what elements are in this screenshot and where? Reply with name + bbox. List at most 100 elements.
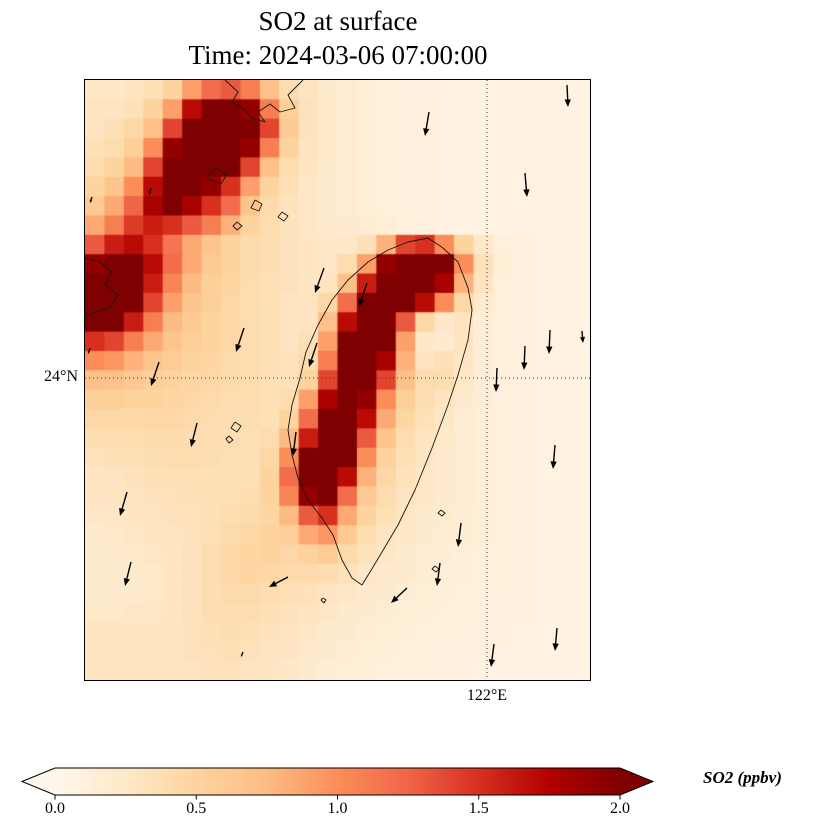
coastline <box>225 435 234 444</box>
wind-arrow <box>150 361 160 386</box>
colorbar-title: SO2 (ppbv) <box>703 768 782 787</box>
wind-arrow <box>579 330 586 343</box>
wind-arrow-head <box>564 99 571 107</box>
colorbar-tick-label: 1.5 <box>468 800 489 817</box>
map-overlay <box>85 80 590 680</box>
so2-heatmap-canvas <box>85 80 590 680</box>
wind-arrow <box>550 444 557 469</box>
wind-arrow-head <box>434 578 442 586</box>
wind-arrow-shaft <box>88 347 91 352</box>
wind-arrow <box>269 576 289 587</box>
wind-arrow-shaft <box>360 282 368 301</box>
wind-arrow <box>391 587 408 603</box>
wind-arrow <box>434 562 442 586</box>
wind-arrow-shaft <box>395 587 408 599</box>
coastline <box>224 80 304 123</box>
chart-subtitle: Time: 2024-03-06 07:00:00 <box>188 40 488 70</box>
wind-arrow-head <box>314 284 321 293</box>
wind-arrow-shaft <box>554 627 558 644</box>
coastline <box>287 237 473 586</box>
coastline <box>437 509 446 517</box>
wind-arrow-shaft <box>121 491 128 509</box>
wind-arrow-head <box>290 448 298 456</box>
wind-arrow-shaft <box>90 196 93 201</box>
wind-arrow <box>189 422 198 447</box>
wind-arrow <box>89 196 93 203</box>
wind-arrow-head <box>358 298 365 307</box>
wind-arrow-head <box>546 346 553 354</box>
wind-arrow-shaft <box>241 651 244 655</box>
wind-arrow-shaft <box>310 342 318 361</box>
wind-arrow <box>119 491 128 516</box>
wind-arrow-shaft <box>316 267 325 287</box>
colorbar <box>20 767 655 800</box>
wind-arrow-shaft <box>552 444 556 462</box>
wind-arrow <box>240 651 244 657</box>
wind-arrow-shaft <box>566 84 569 100</box>
wind-arrow-head <box>423 128 430 136</box>
wind-arrow <box>488 643 496 667</box>
wind-arrow-shaft <box>458 522 462 540</box>
wind-arrow-shaft <box>491 643 495 660</box>
colorbar-tick-label: 0.5 <box>186 800 207 817</box>
wind-arrow <box>546 329 553 354</box>
wind-arrow <box>523 172 530 197</box>
wind-arrow-head <box>455 539 463 547</box>
wind-arrow-shaft <box>293 431 297 449</box>
wind-arrow <box>564 84 571 107</box>
wind-arrow <box>148 187 152 195</box>
coastline <box>206 167 228 185</box>
wind-arrow-shaft <box>437 562 441 579</box>
wind-arrow <box>87 347 91 354</box>
wind-arrow-shaft <box>425 111 430 129</box>
wind-arrow <box>314 267 325 293</box>
wind-arrow <box>521 345 528 370</box>
coastline <box>431 565 440 573</box>
wind-arrow-head <box>150 377 157 386</box>
wind-arrow <box>493 367 500 392</box>
wind-arrow-head <box>87 350 91 354</box>
colorbar-tick-label: 2.0 <box>610 800 630 817</box>
wind-arrow-shaft <box>495 367 498 385</box>
wind-arrow-shaft <box>548 329 551 347</box>
wind-arrow-head <box>235 343 242 352</box>
wind-arrow-head <box>189 438 196 447</box>
wind-arrow-head <box>269 580 278 587</box>
wind-arrow-head <box>550 461 557 469</box>
wind-arrow <box>290 431 298 456</box>
wind-arrow-shaft <box>581 330 584 338</box>
wind-arrow-head <box>123 577 130 586</box>
wind-arrow-shaft <box>523 345 526 363</box>
wind-arrow-head <box>240 654 244 657</box>
wind-arrow-head <box>391 595 399 603</box>
coastline <box>85 257 119 319</box>
wind-arrow-shaft <box>126 561 132 579</box>
wind-arrow-shaft <box>237 327 245 346</box>
wind-arrow <box>123 561 132 586</box>
wind-arrow <box>358 282 368 307</box>
coastline <box>230 421 242 433</box>
wind-arrow <box>423 111 430 136</box>
wind-arrow-head <box>89 199 93 203</box>
wind-arrow-head <box>308 358 315 367</box>
map-plot-area <box>84 79 591 681</box>
wind-arrow-head <box>488 659 496 667</box>
lon-tick-label: 122°E <box>466 687 508 704</box>
wind-arrow-head <box>148 191 152 195</box>
colorbar-tick-label: 0.0 <box>45 800 65 817</box>
coastline <box>320 597 327 604</box>
wind-arrow-head <box>493 384 500 392</box>
coastline <box>277 211 289 222</box>
wind-arrow-head <box>523 189 530 197</box>
wind-arrow-head <box>521 362 528 370</box>
coastline <box>250 199 263 212</box>
chart-title: SO2 at surface <box>258 6 418 36</box>
coastline <box>232 221 243 231</box>
wind-arrow-shaft <box>275 576 289 585</box>
wind-arrow-shaft <box>152 361 160 380</box>
lat-tick-label: 24°N <box>44 368 78 385</box>
wind-arrow <box>235 327 245 352</box>
wind-arrow <box>308 342 318 367</box>
wind-arrow <box>455 522 463 547</box>
